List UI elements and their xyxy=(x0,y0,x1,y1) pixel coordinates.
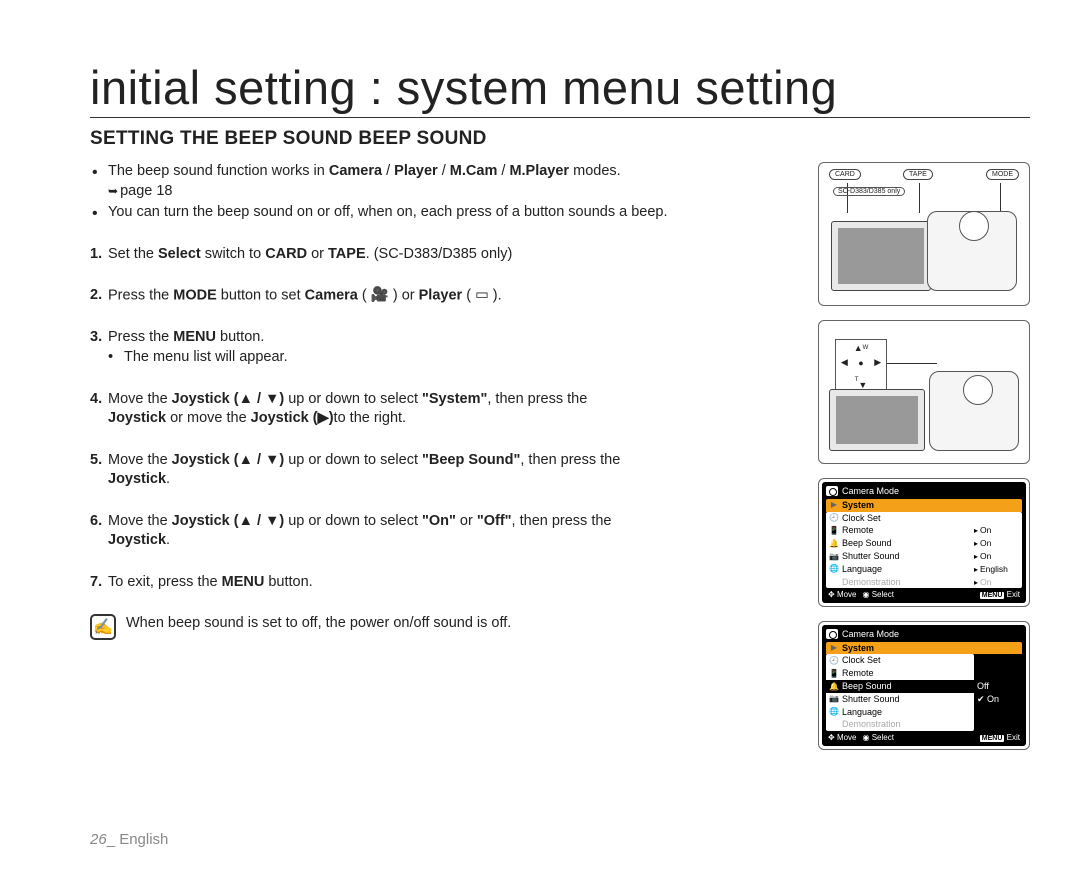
menu-item: 📷Shutter Sound xyxy=(826,693,974,706)
step-1: 1. Set the Select switch to CARD or TAPE… xyxy=(108,245,800,265)
menu-item: 🕘Clock Set xyxy=(826,512,1022,525)
camera-icon: 🎥 xyxy=(371,286,389,306)
menu-item: 📷Shutter Sound▸On xyxy=(826,550,1022,563)
step-6: 6. Move the Joystick (▲ / ▼) up or down … xyxy=(108,512,800,551)
intro-bullet-2: You can turn the beep sound on or off, w… xyxy=(108,203,800,223)
figure-camcorder-switches: CARD TAPE MODE SC-D383/D385 only xyxy=(818,162,1030,306)
menu-item: 🕘Clock Set xyxy=(826,654,974,667)
mode-label: MODE xyxy=(986,169,1019,180)
step-2: 2. Press the MODE button to set Camera (… xyxy=(108,286,800,306)
figure-camcorder-joystick: ▲W ◀●▶ T▼ xyxy=(818,320,1030,464)
model-note: SC-D383/D385 only xyxy=(833,187,905,196)
step-3: 3. Press the MENU button. The menu list … xyxy=(108,328,800,367)
menu-item: Demonstration xyxy=(826,718,974,731)
menu-item: 📱Remote▸On xyxy=(826,524,1022,537)
menu-item: 🌐Language xyxy=(826,706,974,719)
page-title: initial setting : system menu setting xyxy=(90,60,1030,118)
player-icon: ▭ xyxy=(475,286,489,306)
menu-item: 🌐Language▸English xyxy=(826,563,1022,576)
figures-column: CARD TAPE MODE SC-D383/D385 only ▲W ◀●▶ … xyxy=(818,162,1030,764)
camera-mode-icon xyxy=(826,486,838,496)
tape-label: TAPE xyxy=(903,169,933,180)
joystick-diagram: ▲W ◀●▶ T▼ xyxy=(835,339,887,391)
step-7: 7. To exit, press the MENU button. xyxy=(108,573,800,593)
menu-item: 🔔Beep Sound xyxy=(826,680,974,693)
menu-option: ✔ On xyxy=(974,693,1022,706)
page-footer: 26_ English xyxy=(90,831,168,848)
instruction-column: The beep sound function works in Camera … xyxy=(90,162,800,764)
page-ref: page 18 xyxy=(108,183,172,199)
note-text: When beep sound is set to off, the power… xyxy=(126,614,511,634)
step-5: 5. Move the Joystick (▲ / ▼) up or down … xyxy=(108,451,800,490)
section-title: SETTING THE BEEP SOUND BEEP SOUND xyxy=(90,128,1030,150)
figure-menu-2: Camera Mode ▶System 🕘Clock Set📱Remote🔔Be… xyxy=(818,621,1030,750)
step-4: 4. Move the Joystick (▲ / ▼) up or down … xyxy=(108,390,800,429)
note-icon: ✍ xyxy=(90,614,116,640)
menu-item: 📱Remote xyxy=(826,667,974,680)
menu-option: Off xyxy=(974,680,1022,693)
menu-item: Demonstration▸On xyxy=(826,576,1022,589)
menu-item: 🔔Beep Sound▸On xyxy=(826,537,1022,550)
figure-menu-1: Camera Mode ▶System 🕘Clock Set📱Remote▸On… xyxy=(818,478,1030,607)
intro-bullet-1: The beep sound function works in Camera … xyxy=(108,162,800,201)
camera-mode-icon xyxy=(826,629,838,639)
card-label: CARD xyxy=(829,169,861,180)
